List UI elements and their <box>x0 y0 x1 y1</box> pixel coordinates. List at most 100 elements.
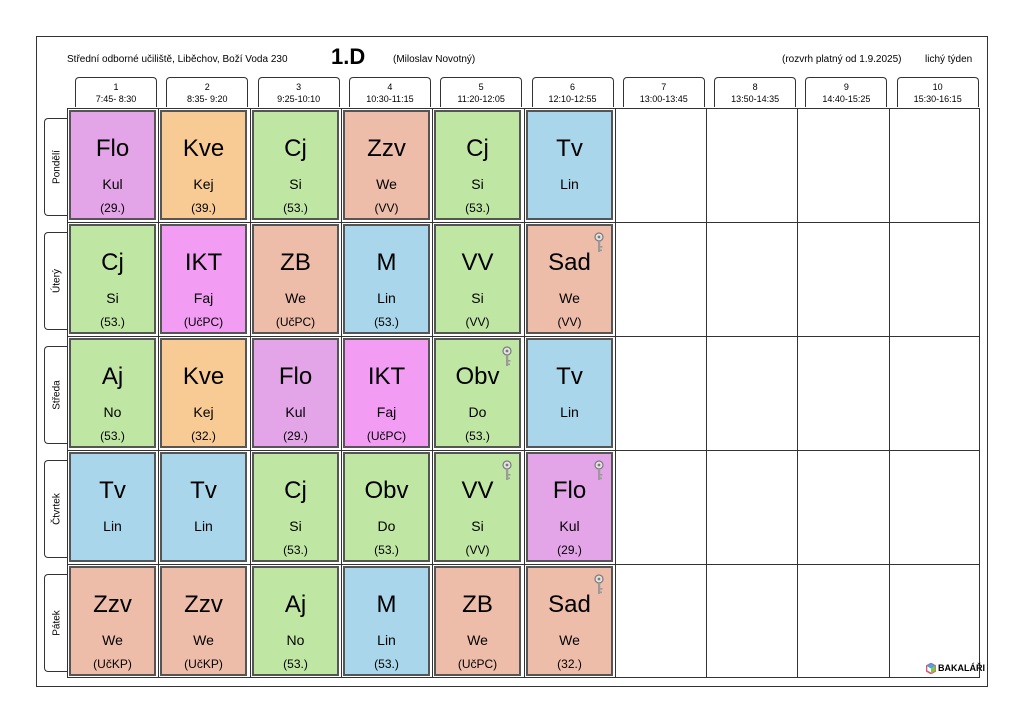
period-time: 7:45- 8:30 <box>95 94 137 104</box>
lesson-cell[interactable]: Tv Lin <box>160 452 247 562</box>
lesson-cell[interactable]: Flo Kul (29.) <box>69 110 156 220</box>
lesson-teacher: Faj <box>376 404 397 420</box>
day-label-1: Pondělí <box>44 118 68 216</box>
lesson-room: (VV) <box>557 315 582 329</box>
lesson-cell[interactable]: Zzv We (UčKP) <box>69 566 156 676</box>
period-number: 9 <box>843 82 849 92</box>
lesson-cell[interactable]: Tv Lin <box>526 338 613 448</box>
lesson-cell[interactable]: ZB We (UčPC) <box>434 566 521 676</box>
lesson-cell[interactable]: Aj No (53.) <box>69 338 156 448</box>
lesson-teacher: Si <box>471 290 484 306</box>
lesson-subject: Zzv <box>93 591 132 618</box>
period-time: 9:25-10:10 <box>277 94 321 104</box>
week-type: lichý týden <box>925 54 973 65</box>
lesson-teacher: Kul <box>559 518 580 534</box>
lesson-cell[interactable]: Tv Lin <box>526 110 613 220</box>
lesson-teacher: We <box>467 632 488 648</box>
lesson-subject: Sad <box>548 591 591 618</box>
day-label-4: Čtvrtek <box>44 460 68 558</box>
lesson-cell[interactable]: Aj No (53.) <box>252 566 339 676</box>
lesson-subject: ZB <box>462 591 493 618</box>
lesson-cell[interactable]: Flo Kul (29.) <box>526 452 613 562</box>
lesson-cell[interactable]: M Lin (53.) <box>343 566 430 676</box>
lesson-cell[interactable]: Cj Si (53.) <box>252 452 339 562</box>
lesson-room: (53.) <box>374 657 399 671</box>
lesson-room: (53.) <box>283 657 308 671</box>
key-icon <box>594 232 604 252</box>
lesson-subject: Cj <box>284 477 307 504</box>
timetable-grid <box>67 108 980 678</box>
lesson-subject: Obv <box>364 477 409 504</box>
lesson-room: (VV) <box>465 543 490 557</box>
lesson-subject: Tv <box>556 135 583 162</box>
lesson-subject: Cj <box>284 135 307 162</box>
lesson-cell[interactable]: Sad We (32.) <box>526 566 613 676</box>
lesson-room: (UčPC) <box>366 429 407 443</box>
lesson-teacher: We <box>376 176 397 192</box>
lesson-room: (UčKP) <box>184 657 223 671</box>
lesson-cell[interactable]: Tv Lin <box>69 452 156 562</box>
period-time: 10:30-11:15 <box>366 94 414 104</box>
lesson-subject: Tv <box>556 363 583 390</box>
lesson-room: (53.) <box>374 543 399 557</box>
period-number: 10 <box>932 82 943 92</box>
lesson-cell[interactable]: Obv Do (53.) <box>343 452 430 562</box>
lesson-subject: Cj <box>466 135 489 162</box>
grid-vline <box>797 108 798 678</box>
lesson-room: (39.) <box>191 201 216 215</box>
lesson-cell[interactable]: ZB We (UčPC) <box>252 224 339 334</box>
lesson-subject: VV <box>461 477 494 504</box>
period-time: 11:20-12:05 <box>457 94 505 104</box>
lesson-subject: Tv <box>190 477 217 504</box>
grid-vline <box>158 108 159 678</box>
lesson-cell[interactable]: IKT Faj (UčPC) <box>160 224 247 334</box>
lesson-cell[interactable]: Sad We (VV) <box>526 224 613 334</box>
lesson-subject: ZB <box>280 249 311 276</box>
key-icon <box>594 460 604 480</box>
key-icon <box>502 346 512 366</box>
grid-hline <box>67 564 980 565</box>
lesson-cell[interactable]: Kve Kej (32.) <box>160 338 247 448</box>
period-header-4: 4 10:30-11:15 <box>348 77 431 107</box>
lesson-subject: M <box>376 249 397 276</box>
lesson-teacher: Si <box>106 290 119 306</box>
period-number: 6 <box>569 82 575 92</box>
lesson-cell[interactable]: VV Si (VV) <box>434 224 521 334</box>
lesson-cell[interactable]: Zzv We (VV) <box>343 110 430 220</box>
lesson-teacher: We <box>559 632 580 648</box>
lesson-teacher: No <box>103 404 122 420</box>
lesson-subject: VV <box>461 249 494 276</box>
lesson-cell[interactable]: Kve Kej (39.) <box>160 110 247 220</box>
lesson-cell[interactable]: Zzv We (UčKP) <box>160 566 247 676</box>
lesson-teacher: Kul <box>102 176 123 192</box>
grid-vline <box>250 108 251 678</box>
period-time: 8:35- 9:20 <box>187 94 228 104</box>
school-name: Střední odborné učiliště, Liběchov, Boží… <box>67 54 288 65</box>
lesson-cell[interactable]: IKT Faj (UčPC) <box>343 338 430 448</box>
lesson-cell[interactable]: VV Si (VV) <box>434 452 521 562</box>
lesson-cell[interactable]: Cj Si (53.) <box>252 110 339 220</box>
lesson-room: (VV) <box>374 201 399 215</box>
grid-hline <box>67 336 980 337</box>
lesson-teacher: Kej <box>193 404 214 420</box>
lesson-room: (29.) <box>100 201 125 215</box>
period-header-10: 10 15:30-16:15 <box>896 77 979 107</box>
lesson-cell[interactable]: Cj Si (53.) <box>434 110 521 220</box>
lesson-room: (UčPC) <box>183 315 224 329</box>
lesson-teacher: No <box>286 632 305 648</box>
lesson-cell[interactable]: Flo Kul (29.) <box>252 338 339 448</box>
lesson-subject: Obv <box>455 363 500 390</box>
key-icon <box>502 460 512 480</box>
lesson-room: (32.) <box>557 657 582 671</box>
lesson-room: (53.) <box>283 543 308 557</box>
lesson-teacher: Lin <box>194 518 213 534</box>
lesson-cell[interactable]: Obv Do (53.) <box>434 338 521 448</box>
lesson-room: (53.) <box>374 315 399 329</box>
page-frame <box>36 36 988 687</box>
day-name: Čtvrtek <box>51 493 62 525</box>
lesson-subject: IKT <box>184 249 223 276</box>
lesson-teacher: Lin <box>560 404 579 420</box>
class-teacher: (Miloslav Novotný) <box>393 54 476 65</box>
lesson-cell[interactable]: M Lin (53.) <box>343 224 430 334</box>
lesson-cell[interactable]: Cj Si (53.) <box>69 224 156 334</box>
